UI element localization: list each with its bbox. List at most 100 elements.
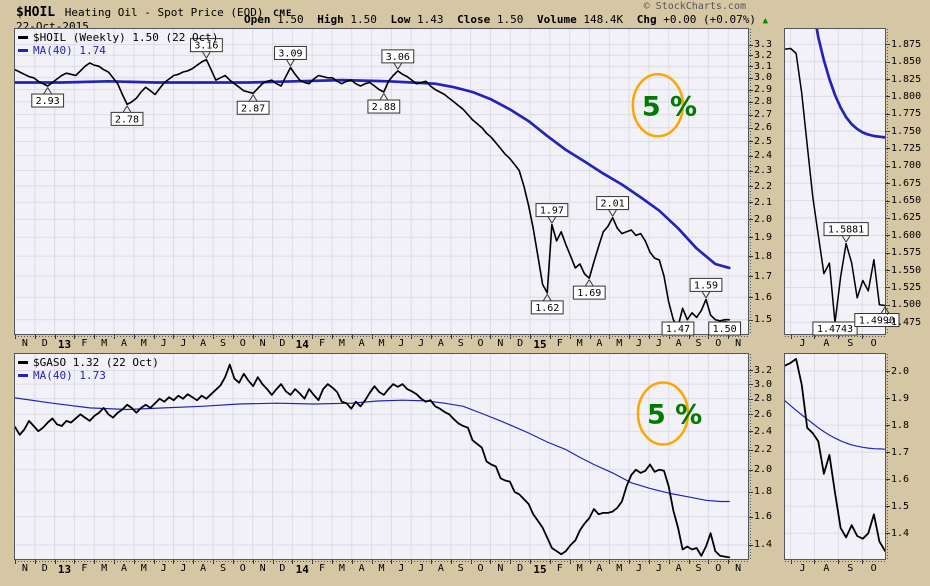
y-axis-label: 2.0 — [754, 213, 773, 225]
y-axis-label: 1.8 — [754, 486, 773, 498]
x-axis-tick — [510, 560, 512, 564]
y-axis-label: 2.2 — [754, 444, 773, 456]
x-axis-tick — [371, 560, 373, 564]
x-axis-label: M — [140, 563, 147, 574]
y-axis-label: 1.750 — [891, 125, 922, 137]
x-axis-label: 14 — [295, 338, 309, 351]
chg-value: +0.00 (+0.07%) — [663, 13, 756, 26]
symbol-label: $HOIL — [16, 5, 56, 20]
x-axis-tick — [34, 335, 36, 339]
x-axis-label: N — [497, 563, 504, 574]
x-axis-tick — [629, 335, 631, 339]
y-axis-label: 2.1 — [754, 196, 773, 208]
open-value: 1.50 — [277, 13, 304, 26]
x-axis-label: 13 — [57, 338, 72, 351]
price-line-swatch — [18, 36, 28, 39]
x-axis-tick — [312, 335, 314, 339]
y-axis-label: 2.0 — [754, 464, 773, 476]
x-axis-tick — [708, 560, 710, 564]
x-axis-tick — [133, 335, 135, 339]
price-callout-3.09: 3.09 — [274, 45, 307, 67]
y-axis-tick — [886, 183, 890, 185]
x-axis-tick — [668, 335, 670, 339]
y-axis-tick — [749, 491, 753, 493]
x-axis-label: F — [556, 338, 563, 349]
x-axis-tick — [292, 335, 294, 339]
price-callout-2.01: 2.01 — [596, 196, 630, 217]
y-axis-label: 1.550 — [891, 264, 922, 276]
callout-pointer — [393, 62, 399, 70]
x-axis-label: S — [695, 338, 702, 349]
callout-box — [535, 203, 569, 218]
x-axis-label: M — [378, 338, 385, 349]
ma40-line — [15, 78, 731, 270]
callout-value: 1.62 — [535, 303, 559, 314]
x-axis-tick — [54, 335, 56, 339]
y-axis-tick — [749, 237, 753, 239]
y-axis-label: 1.700 — [891, 160, 922, 172]
x-axis-label: A — [596, 338, 603, 349]
gaso-zoom-panel — [784, 353, 886, 560]
x-axis-tick — [15, 335, 16, 339]
y-axis-tick — [886, 506, 890, 508]
x-axis-label: D — [41, 563, 48, 574]
x-axis-tick — [153, 560, 155, 564]
callout-pointer — [845, 235, 851, 243]
y-axis-tick — [749, 202, 753, 204]
y-axis-tick — [749, 276, 753, 278]
y-axis-tick — [749, 414, 753, 416]
x-axis-tick — [371, 335, 373, 339]
y-axis-label: 2.6 — [754, 122, 773, 134]
gaso-legend-ma-row: MA(40) 1.73 — [18, 369, 159, 382]
gaso-zoom-plot — [785, 354, 885, 559]
y-axis-label: 1.825 — [891, 73, 922, 85]
y-axis-label: 2.9 — [754, 84, 773, 96]
callout-box — [708, 321, 742, 336]
x-axis-minor-ticks — [785, 336, 885, 337]
callout-pointer — [547, 216, 553, 224]
close-value: 1.50 — [496, 13, 524, 26]
x-axis-label: A — [200, 563, 207, 574]
y-axis-tick — [749, 256, 753, 258]
callout-value: 1.59 — [694, 280, 718, 291]
hoil-ma-legend-label: MA(40) 1.74 — [33, 44, 106, 57]
y-axis-tick — [886, 165, 890, 167]
y-axis-tick — [886, 217, 890, 219]
callout-pointer — [584, 279, 590, 287]
price-callout-1.69: 1.69 — [572, 279, 606, 300]
y-axis-tick — [886, 322, 890, 324]
x-axis-label: F — [556, 563, 563, 574]
callout-pointer — [47, 87, 53, 95]
price-callout-1.62: 1.62 — [530, 294, 564, 315]
hoil-legend-ma-row: MA(40) 1.74 — [18, 44, 218, 57]
x-axis-label: J — [160, 563, 167, 574]
x-axis-label: J — [398, 338, 405, 349]
y-axis-tick — [749, 66, 753, 68]
y-axis-label: 1.625 — [891, 212, 922, 224]
x-axis-label: J — [418, 563, 425, 574]
callout-pointer — [205, 51, 211, 59]
y-axis-label: 1.600 — [891, 229, 922, 241]
price-callout-2.93: 2.93 — [31, 87, 65, 108]
y-axis-label: 1.675 — [891, 177, 922, 189]
x-axis-label: A — [358, 563, 365, 574]
y-axis-tick — [886, 371, 890, 373]
high-label: High — [317, 13, 344, 26]
callout-pointer — [379, 93, 385, 101]
x-axis-label: J — [160, 338, 167, 349]
y-axis-tick — [749, 384, 753, 386]
x-axis-label: M — [378, 563, 385, 574]
y-axis-label: 1.7 — [754, 270, 773, 282]
price-callout-1.59: 1.59 — [689, 277, 723, 299]
callout-value: 3.06 — [386, 52, 410, 63]
open-label: Open — [243, 13, 271, 26]
chart-header: $HOIL Heating Oil - Spot Price (EOD) CME… — [0, 0, 930, 33]
x-axis-label: A — [437, 338, 444, 349]
y-axis-label: 3.3 — [754, 39, 773, 51]
x-axis-label: O — [715, 563, 722, 574]
x-axis-tick — [54, 560, 56, 564]
hoil-legend: $HOIL (Weekly) 1.50 (22 Oct) MA(40) 1.74 — [18, 31, 218, 57]
y-axis-label: 1.475 — [891, 316, 922, 328]
y-axis-tick — [749, 449, 753, 451]
